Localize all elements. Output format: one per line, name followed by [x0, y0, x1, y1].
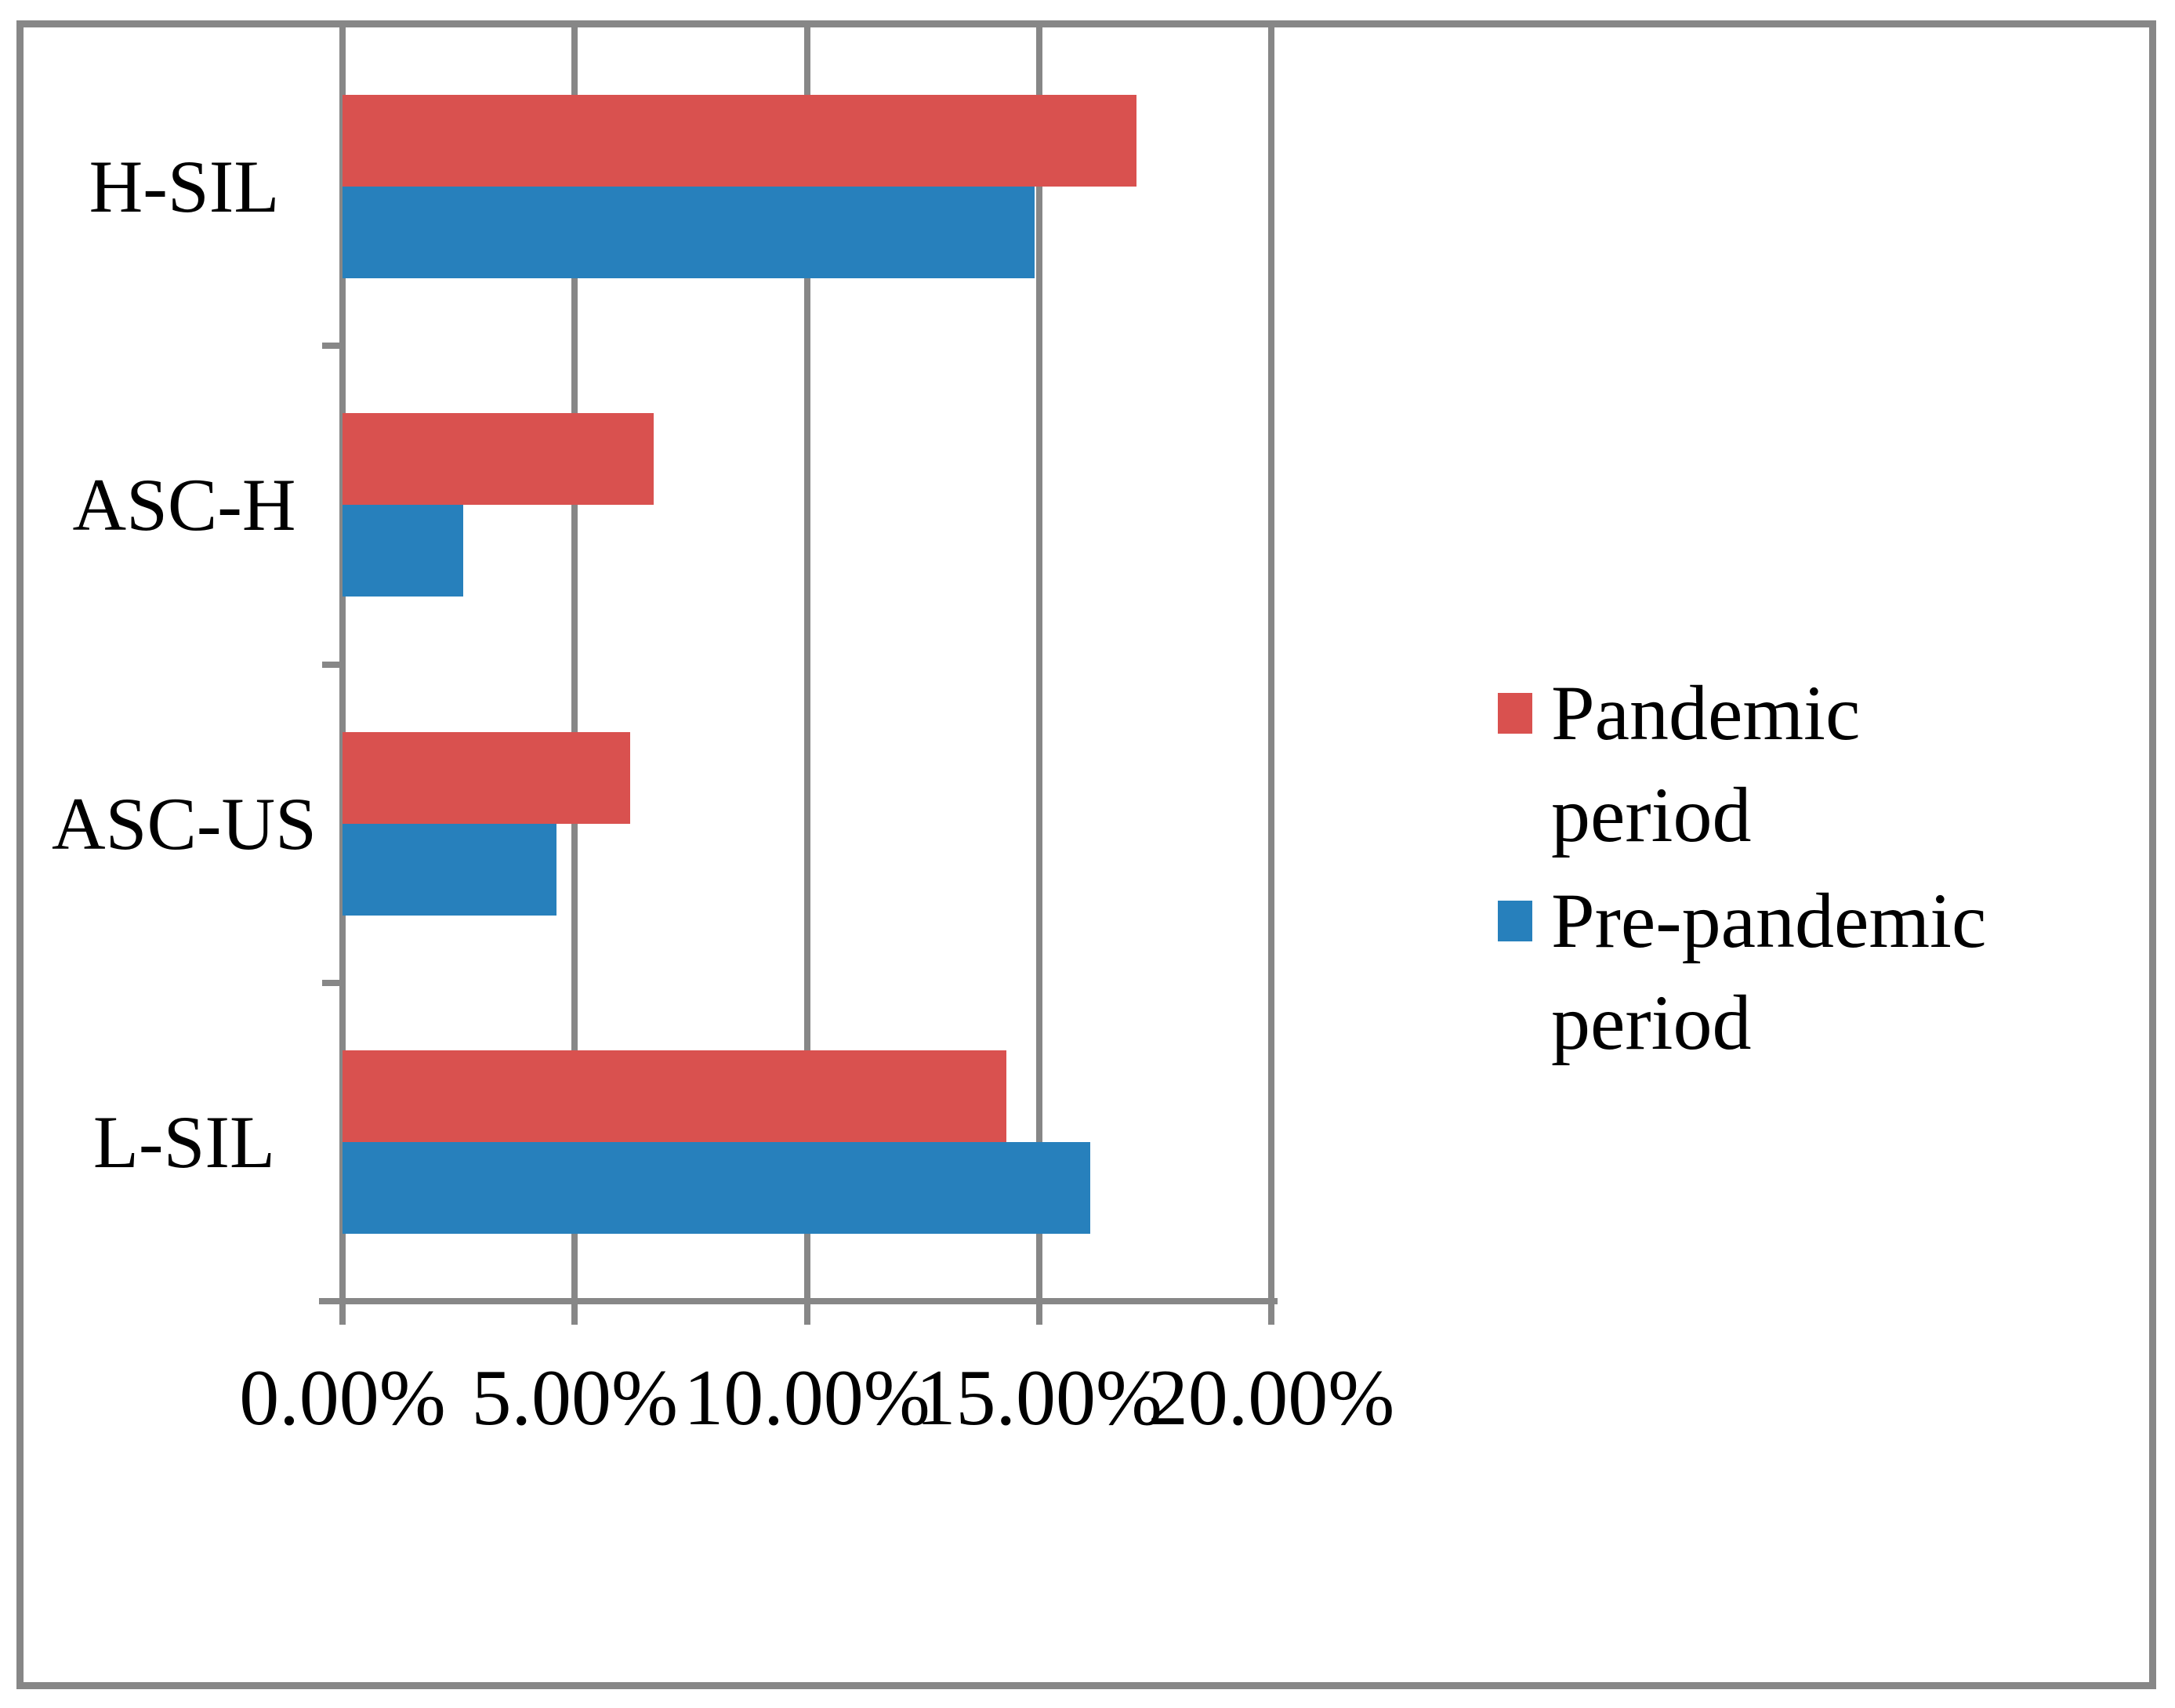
bar-pandemic-period-asc-h — [343, 413, 654, 505]
category-boundary-tick — [322, 979, 343, 986]
category-label-asc-h: ASC-H — [72, 463, 296, 546]
x-axis-label-20-00: 20.00% — [1147, 1354, 1395, 1442]
gridline-5-00 — [571, 27, 578, 1325]
category-label-asc-us: ASC-US — [52, 782, 317, 865]
legend-label-pandemic: Pandemic period — [1551, 669, 1861, 858]
legend-item-pandemic: Pandemic period — [1498, 662, 2053, 866]
bar-pre-pandemic-period-asc-h — [343, 505, 463, 597]
legend-swatch-pre-pandemic-icon — [1498, 901, 1532, 941]
gridline-10-00 — [803, 27, 810, 1325]
x-axis-label-5-00: 5.00% — [471, 1354, 678, 1442]
plot-area — [319, 27, 1278, 1325]
category-boundary-tick — [322, 343, 343, 350]
y-axis-line — [339, 27, 346, 1325]
bar-pandemic-period-h-sil — [343, 95, 1136, 187]
legend-item-pre-pandemic: Pre-pandemic period — [1498, 870, 2046, 1074]
figure-border — [16, 20, 2156, 1689]
category-label-h-sil: H-SIL — [89, 145, 280, 228]
category-boundary-tick — [322, 661, 343, 668]
bar-pre-pandemic-period-asc-us — [343, 824, 556, 916]
bar-pandemic-period-asc-us — [343, 732, 630, 824]
x-axis-label-10-00: 10.00% — [683, 1354, 930, 1442]
bar-pre-pandemic-period-h-sil — [343, 187, 1035, 278]
gridline-20-00 — [1268, 27, 1274, 1325]
legend-swatch-pandemic-icon — [1498, 693, 1532, 734]
bar-pre-pandemic-period-l-sil — [343, 1142, 1090, 1234]
gridline-15-00 — [1035, 27, 1042, 1325]
x-axis-label-0-00: 0.00% — [239, 1354, 446, 1442]
category-label-l-sil: L-SIL — [92, 1101, 276, 1184]
x-axis-label-15-00: 15.00% — [915, 1354, 1162, 1442]
x-axis-line — [319, 1298, 1278, 1304]
bar-pandemic-period-l-sil — [343, 1050, 1006, 1142]
legend-label-pre-pandemic: Pre-pandemic period — [1551, 877, 1987, 1066]
